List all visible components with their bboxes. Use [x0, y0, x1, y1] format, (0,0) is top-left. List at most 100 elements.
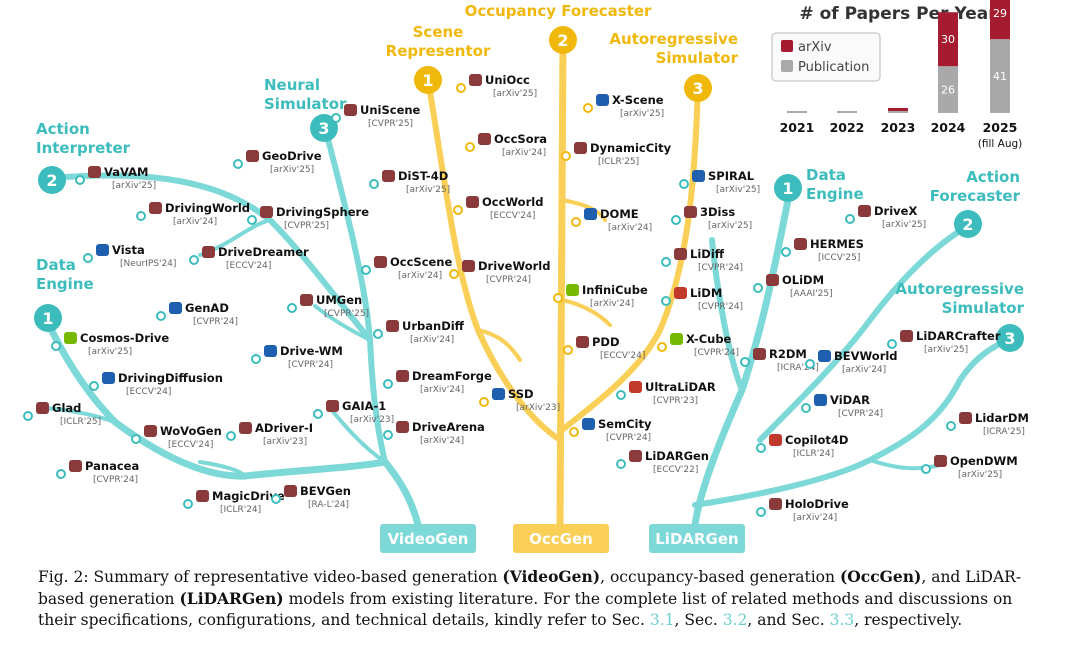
- category-label: Representor: [386, 42, 491, 60]
- section-link-3-1[interactable]: 3.1: [649, 611, 675, 629]
- tree-branch: [692, 335, 1013, 508]
- caption-text: Fig. 2: Summary of representative video-…: [38, 568, 503, 586]
- bar-arxiv-2023: [888, 108, 908, 111]
- model-name: Vista: [112, 243, 145, 257]
- model-venue: [arXiv'24]: [420, 385, 464, 395]
- connector-dot: [661, 296, 671, 306]
- category-number-badge: [774, 174, 802, 202]
- red-logo-icon: [769, 434, 782, 446]
- model-dome: DOME [arXiv'24]: [571, 207, 652, 233]
- model-name: LidarDM: [975, 411, 1029, 425]
- tick-label-2021: 2021: [780, 120, 815, 135]
- model-name: DrivingSphere: [276, 205, 369, 219]
- tree-branch: [43, 406, 117, 424]
- model-venue: [AAAI'25]: [790, 289, 833, 299]
- seal-icon: [794, 238, 807, 250]
- model-vidar: ViDAR [CVPR'24]: [801, 393, 883, 419]
- model-venue: [CVPR'25]: [368, 119, 413, 129]
- tree-root-lidargen: LiDARGen: [649, 524, 745, 553]
- legend-swatch-arxiv: [781, 40, 793, 52]
- tick-label-2023: 2023: [881, 120, 916, 135]
- icon-shape: [492, 388, 505, 400]
- red-logo-icon: [674, 287, 687, 299]
- model-name: X-Cube: [686, 332, 732, 346]
- model-name: UniScene: [360, 103, 421, 117]
- category-occgen-2: 2 Occupancy Forecaster: [465, 2, 652, 54]
- category-number: 3: [318, 119, 329, 138]
- model-name: OccScene: [390, 255, 452, 269]
- icon-shape: [462, 260, 475, 272]
- model-name: OccWorld: [482, 195, 543, 209]
- seal-icon: [300, 294, 313, 306]
- connector-dot: [136, 211, 146, 221]
- model-entries: Cosmos-Drive [arXiv'25] DrivingDiffusion [E…: [23, 73, 1029, 523]
- connector-dot: [781, 247, 791, 257]
- connector-dot: [583, 103, 593, 113]
- connector-dot: [657, 342, 667, 352]
- icon-shape: [149, 202, 162, 214]
- seal-icon: [466, 196, 479, 208]
- dark-logo-icon: [959, 412, 972, 424]
- model-venue: [arXiv'24]: [590, 299, 634, 309]
- nvidia-logo-icon: [670, 333, 683, 345]
- icon-shape: [582, 418, 595, 430]
- section-link-3-2[interactable]: 3.2: [722, 611, 748, 629]
- category-label: Autoregressive: [609, 30, 738, 48]
- model-venue: [CVPR'24]: [606, 433, 651, 443]
- model-venue: [ICLR'24]: [793, 449, 834, 459]
- model-venue: [ECCV'24]: [168, 440, 213, 450]
- connector-dot: [563, 345, 573, 355]
- category-number-badge: [954, 210, 982, 238]
- kaist-logo-icon: [582, 418, 595, 430]
- data-label-arxiv: 30: [941, 33, 955, 46]
- icon-shape: [469, 74, 482, 86]
- connector-dot: [89, 381, 99, 391]
- icon-shape: [196, 490, 209, 502]
- seal-icon: [478, 133, 491, 145]
- icon-shape: [629, 381, 642, 393]
- connector-dot: [453, 205, 463, 215]
- section-link-3-3[interactable]: 3.3: [829, 611, 855, 629]
- category-label: Action: [966, 168, 1020, 186]
- icon-shape: [300, 294, 313, 306]
- model-olidm: OLiDM [AAAI'25]: [753, 273, 833, 299]
- paw-icon: [818, 350, 831, 362]
- connector-dot: [75, 175, 85, 185]
- connector-dot: [465, 142, 475, 152]
- model-lidardm: LidarDM [ICRA'25]: [946, 411, 1029, 437]
- icon-shape: [596, 94, 609, 106]
- icon-shape: [169, 302, 182, 314]
- tree-root-box: [649, 524, 745, 553]
- category-labels: 1DataEngine2ActionInterpreter3NeuralSimu…: [34, 2, 1025, 352]
- connector-dot: [56, 469, 66, 479]
- model-venue: [arXiv'24]: [420, 436, 464, 446]
- model-spiral: SPIRAL [arXiv'25]: [679, 169, 760, 195]
- tree-branch: [313, 304, 372, 342]
- category-label: Engine: [36, 275, 94, 293]
- model-name: ADriver-I: [255, 421, 313, 435]
- model-name: BEVWorld: [834, 349, 898, 363]
- icon-shape: [386, 320, 399, 332]
- model-cosmos-drive: Cosmos-Drive [arXiv'25]: [51, 331, 169, 357]
- papers-per-year-chart: # of Papers Per Year arXiv Publication 2021…: [771, 0, 1022, 150]
- model-name: DynamicCity: [590, 141, 672, 155]
- tree-branch: [425, 77, 563, 443]
- model-geodrive: GeoDrive [arXiv'25]: [233, 149, 322, 175]
- caption-text: , respectively.: [854, 611, 963, 629]
- icon-shape: [818, 350, 831, 362]
- legend-label-arxiv: arXiv: [798, 40, 832, 55]
- model-name: 3Diss: [700, 205, 735, 219]
- seal-icon: [284, 485, 297, 497]
- seal-icon: [374, 256, 387, 268]
- category-number: 1: [42, 309, 53, 328]
- tree-root-occgen: OccGen: [513, 524, 609, 553]
- connector-dot: [183, 499, 193, 509]
- category-label: Autoregressive: [895, 280, 1024, 298]
- model-name: DreamForge: [412, 369, 492, 383]
- bar-publication-2022: [837, 111, 857, 113]
- model-holodrive: HoloDrive [arXiv'24]: [756, 497, 849, 523]
- infinity-icon: [769, 498, 782, 510]
